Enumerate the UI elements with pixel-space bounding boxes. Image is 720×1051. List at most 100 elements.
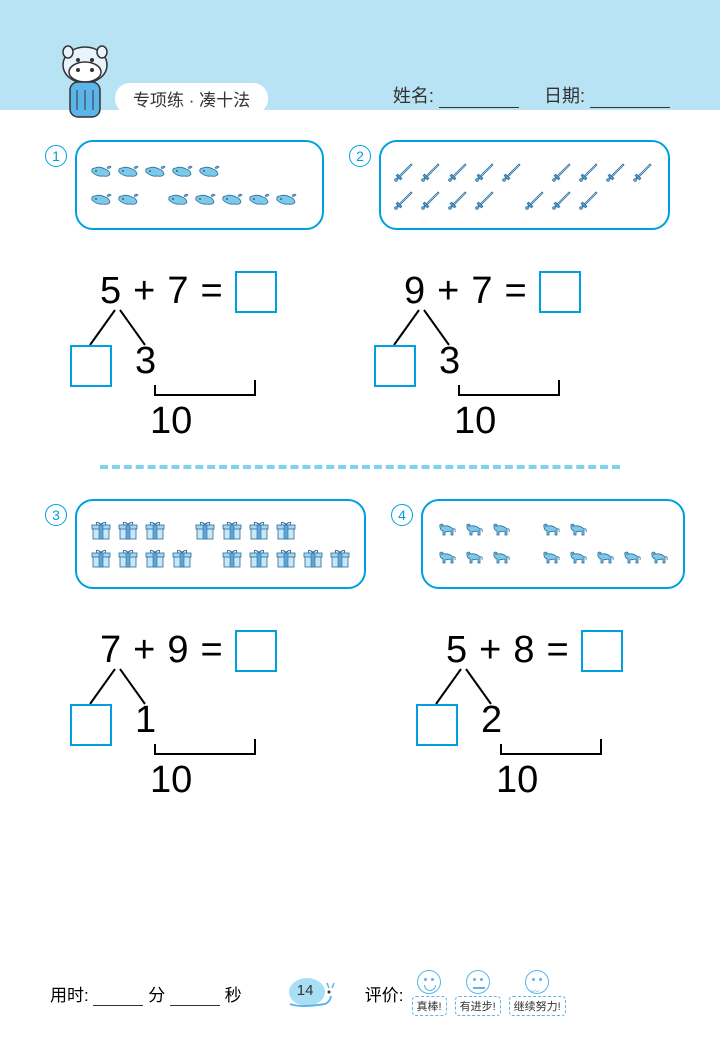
answer-input-box[interactable]	[235, 630, 277, 672]
problem-number: 2	[349, 145, 371, 167]
horse-icon	[489, 519, 513, 541]
equals-sign: =	[200, 629, 222, 672]
minute-label: 分	[148, 986, 165, 1005]
gift-icon	[89, 547, 113, 569]
split-input-box[interactable]	[416, 704, 458, 746]
happy-face-icon	[417, 970, 441, 994]
rating-improving[interactable]: 有进步!	[455, 970, 501, 1016]
answer-input-box[interactable]	[235, 271, 277, 313]
eval-label: 评价:	[365, 981, 404, 1006]
equation-area: 9 + 7 = 3 10	[404, 270, 670, 450]
split-input-box[interactable]	[70, 704, 112, 746]
problem-4: 4 5 + 8 = 2 10	[396, 499, 685, 809]
sword-icon	[420, 160, 444, 182]
horse-icon	[462, 547, 486, 569]
page-header: 专项练 · 凑十法 姓名: 日期:	[0, 0, 720, 110]
answer-input-box[interactable]	[581, 630, 623, 672]
sword-icon	[393, 160, 417, 182]
horse-icon	[462, 519, 486, 541]
icon-group	[89, 519, 167, 541]
page-footer: 用时: 分 秒 14 评价: 真棒! 有进步! 〰 继续努力!	[0, 970, 720, 1016]
whale-icon	[247, 188, 271, 210]
time-label: 用时:	[50, 986, 89, 1005]
icon-group	[435, 547, 513, 569]
whale-icon	[193, 188, 217, 210]
worksheet-content: 1 5 + 7 = 3 10 2 9	[0, 110, 720, 809]
icon-group	[551, 160, 656, 182]
evaluation-section: 评价: 真棒! 有进步! 〰 继续努力!	[365, 970, 670, 1016]
page-number: 14	[297, 982, 314, 999]
sword-icon	[447, 188, 471, 210]
ten-result: 10	[150, 759, 192, 802]
sword-icon	[501, 160, 525, 182]
icon-group	[166, 188, 298, 210]
icon-group	[393, 160, 525, 182]
icon-row	[89, 188, 310, 210]
sword-icon	[393, 188, 417, 210]
icon-group	[435, 519, 513, 541]
problem-1: 1 5 + 7 = 3 10	[50, 140, 324, 450]
gift-icon	[220, 519, 244, 541]
neutral-face-icon	[466, 970, 490, 994]
horse-icon	[435, 547, 459, 569]
rating-label: 真棒!	[412, 996, 447, 1016]
answer-input-box[interactable]	[539, 271, 581, 313]
second-input-line[interactable]	[170, 988, 220, 1006]
sword-icon	[474, 188, 498, 210]
ten-result: 10	[150, 400, 192, 443]
time-section: 用时: 分 秒	[50, 981, 285, 1006]
problem-number: 1	[45, 145, 67, 167]
date-input-line[interactable]	[590, 90, 670, 108]
second-label: 秒	[225, 986, 242, 1005]
icon-row	[435, 547, 671, 569]
counting-icons-box	[75, 140, 324, 230]
icon-group	[193, 519, 298, 541]
whale-icon	[116, 160, 140, 182]
section-divider	[100, 465, 620, 469]
rating-keep-trying[interactable]: 〰 继续努力!	[509, 970, 566, 1016]
icon-group	[524, 188, 602, 210]
problem-number: 3	[45, 504, 67, 526]
counting-icons-box	[379, 140, 670, 230]
icon-row	[435, 519, 671, 541]
whale-icon	[143, 160, 167, 182]
sword-icon	[524, 188, 548, 210]
minute-input-line[interactable]	[93, 988, 143, 1006]
gift-icon	[274, 547, 298, 569]
equals-sign: =	[200, 270, 222, 313]
icon-group	[220, 547, 352, 569]
wavy-face-icon: 〰	[525, 970, 549, 994]
equals-sign: =	[504, 270, 526, 313]
gift-icon	[328, 547, 352, 569]
name-input-line[interactable]	[439, 90, 519, 108]
gift-icon	[193, 519, 217, 541]
whale-icon	[170, 160, 194, 182]
sword-icon	[420, 188, 444, 210]
split-input-box[interactable]	[374, 345, 416, 387]
name-date-fields: 姓名: 日期:	[393, 82, 670, 108]
gift-icon	[89, 519, 113, 541]
icon-row	[89, 160, 310, 182]
page-number-snail: 14	[285, 976, 335, 1011]
ten-result: 10	[454, 400, 496, 443]
ten-result: 10	[496, 759, 538, 802]
horse-icon	[435, 519, 459, 541]
split-number: 2	[481, 699, 502, 742]
rating-great[interactable]: 真棒!	[412, 970, 447, 1016]
horse-icon	[566, 547, 590, 569]
split-number: 1	[135, 699, 156, 742]
sword-icon	[605, 160, 629, 182]
gift-icon	[143, 519, 167, 541]
icon-group	[539, 547, 671, 569]
sword-icon	[551, 160, 575, 182]
icon-group	[89, 547, 194, 569]
gift-icon	[274, 519, 298, 541]
whale-icon	[89, 188, 113, 210]
split-input-box[interactable]	[70, 345, 112, 387]
gift-icon	[220, 547, 244, 569]
operand-b: 7	[471, 270, 492, 313]
split-number: 3	[135, 340, 156, 383]
horse-icon	[620, 547, 644, 569]
horse-icon	[566, 519, 590, 541]
gift-icon	[247, 547, 271, 569]
